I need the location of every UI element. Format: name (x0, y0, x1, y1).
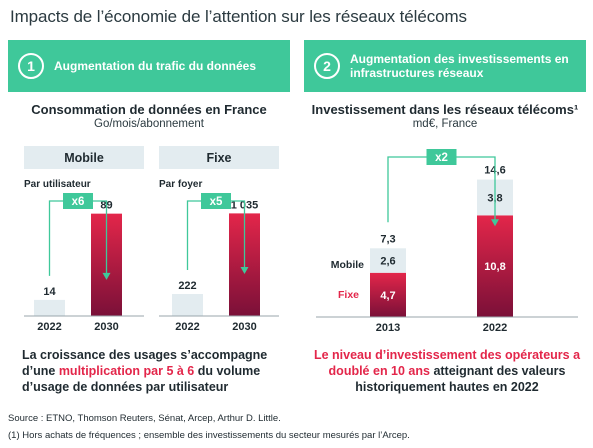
invest-tick-2022: 2022 (483, 322, 507, 334)
chart-subtitle-investment: md€, France (412, 118, 478, 130)
invest-value-fixe-2022: 10,8 (484, 261, 505, 273)
description-traffic: La croissance des usages s’accompagne d’… (22, 347, 292, 395)
fixe-multiplier-box (201, 193, 231, 209)
invest-value-mobile-2013: 2,6 (380, 256, 395, 268)
mobile-tick-2022: 2022 (37, 321, 61, 333)
description-traffic-part2: du volume d’usage de données par utilisa… (22, 364, 261, 394)
mobile-value-2022: 14 (43, 286, 56, 298)
step-badge-1: 1 (18, 53, 44, 79)
mobile-header-bg (24, 146, 144, 169)
legend-mobile: Mobile (331, 259, 364, 271)
invest-bar-mobile-2013 (370, 248, 406, 273)
step-badge-2: 2 (314, 53, 340, 79)
invest-bar-fixe-2013 (370, 272, 406, 317)
fixe-sublabel: Par foyer (159, 179, 202, 190)
fixe-header-label: Fixe (206, 151, 231, 165)
description-investment: Le niveau d’investissement des opérateur… (304, 347, 590, 395)
description-traffic-highlight: multiplication par 5 à 6 (58, 364, 195, 378)
chart-subtitle-data: Go/mois/abonnement (94, 118, 204, 130)
mobile-header-label: Mobile (64, 151, 104, 165)
invest-value-fixe-2013: 4,7 (380, 290, 395, 302)
footnote: (1) Hors achats de fréquences ; ensemble… (8, 430, 410, 441)
panel-traffic: 1 Augmentation du trafic du données Cons… (8, 40, 290, 308)
description-investment-rest: atteignant des valeurs historiquement ha… (355, 364, 566, 394)
invest-bar-fixe-2022 (477, 215, 513, 317)
fixe-tick-2022: 2022 (175, 321, 199, 333)
mobile-multiplier-box (63, 193, 93, 209)
banner-investment: 2 Augmentation des investissements en in… (304, 40, 586, 92)
mobile-multiplier-label: x6 (72, 196, 85, 208)
description-traffic-part1: La croissance des usages s’accompagne d’… (22, 348, 268, 378)
mobile-bar-2022 (34, 299, 65, 316)
mobile-sublabel: Par utilisateur (24, 179, 91, 190)
panel-investment: 2 Augmentation des investissements en in… (304, 40, 586, 308)
invest-total-2013: 7,3 (380, 233, 395, 245)
source-note: Source : ETNO, Thomson Reuters, Sénat, A… (8, 413, 281, 424)
invest-tick-2013: 2013 (376, 322, 400, 334)
fixe-header-bg (159, 146, 279, 169)
fixe-value-2022: 222 (178, 280, 196, 292)
fixe-tick-2030: 2030 (232, 321, 256, 333)
invest-multiplier-arrowhead (491, 219, 499, 227)
banner-traffic-label: Augmentation du trafic du données (54, 59, 257, 73)
fixe-bar-2022 (172, 293, 203, 316)
invest-multiplier-label: x2 (435, 152, 448, 164)
chart-title-investment: Investissement dans les réseaux télécoms… (311, 102, 579, 117)
banner-investment-label: Augmentation des investissements en infr… (350, 52, 569, 80)
invest-multiplier-box (426, 149, 457, 165)
fixe-multiplier-arrowhead (240, 266, 249, 274)
legend-fixe: Fixe (338, 289, 359, 301)
page-title: Impacts de l’économie de l’attention sur… (10, 7, 467, 26)
mobile-multiplier-arrowhead (102, 272, 111, 280)
fixe-multiplier-label: x5 (210, 196, 223, 208)
mobile-tick-2030: 2030 (94, 321, 118, 333)
chart-title-data: Consommation de données en France (31, 102, 267, 117)
description-investment-highlight: Le niveau d’investissement des opérateur… (313, 348, 581, 378)
banner-traffic: 1 Augmentation du trafic du données (8, 40, 290, 92)
